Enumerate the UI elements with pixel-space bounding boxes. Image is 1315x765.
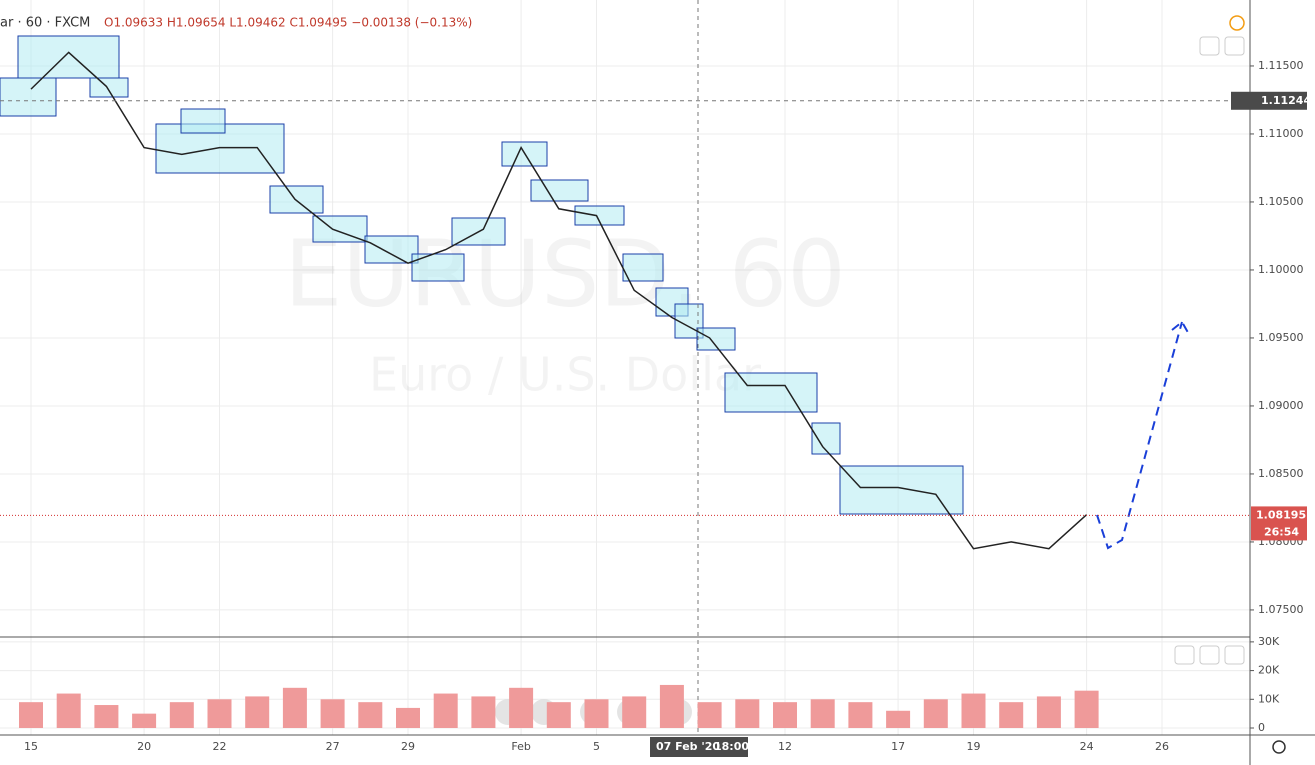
range-box (574, 205, 625, 226)
volume-bar (546, 702, 571, 728)
last-price-tag (1251, 506, 1307, 541)
crosshair-time-label: 18:00 (714, 740, 749, 753)
range-box (269, 185, 324, 214)
x-tick-label: Feb (511, 740, 530, 753)
volume-bar (999, 702, 1024, 728)
volume-bar (132, 713, 157, 728)
range-box (622, 253, 664, 282)
volume-bar (320, 699, 345, 728)
watermark-name: Euro / U.S. Dollar (369, 348, 761, 402)
ohlc-values: O1.09633 H1.09654 L1.09462 C1.09495 −0.0… (104, 16, 472, 30)
volume-bar (659, 684, 684, 728)
range-box (364, 235, 419, 264)
settings-button[interactable] (1272, 740, 1286, 754)
volume-bar (19, 702, 43, 728)
volume-bar (1074, 690, 1099, 728)
y-tick-label: 1.11000 (1258, 127, 1304, 140)
countdown-label: 26:54 (1264, 525, 1299, 538)
x-tick-label: 24 (1080, 740, 1094, 753)
price-line (30, 51, 1088, 550)
range-box (17, 35, 120, 79)
volume-bar (584, 699, 609, 728)
volume-bar (961, 693, 986, 728)
x-tick-label: 15 (24, 740, 38, 753)
y-tick-label: 1.09000 (1258, 399, 1304, 412)
range-box (89, 77, 129, 98)
y-tick-label: 1.10500 (1258, 195, 1304, 208)
x-tick-label: 12 (778, 740, 792, 753)
maximize-pane-button[interactable] (1224, 645, 1245, 665)
y-tick-label: 1.10000 (1258, 263, 1304, 276)
y2-tick-label: 30K (1258, 635, 1280, 648)
range-box (411, 253, 465, 282)
maximize-button[interactable] (1224, 36, 1245, 56)
volume-bar (1036, 696, 1061, 728)
x-tick-label: 26 (1155, 740, 1169, 753)
range-boxes (0, 35, 964, 515)
range-box (0, 77, 57, 117)
crosshair-price-tag (1231, 91, 1307, 110)
move-up-button[interactable] (1174, 645, 1195, 665)
projection-arrow (1096, 320, 1191, 550)
x-tick-label: 17 (891, 740, 905, 753)
volume-bar (697, 702, 722, 728)
crosshair-price-label: 1.11244 (1261, 94, 1311, 107)
y-tick-label: 1.07500 (1258, 603, 1304, 616)
volume-bar (509, 687, 534, 728)
y2-tick-label: 0 (1258, 721, 1265, 734)
volume-bar (245, 696, 270, 728)
volume-bar (923, 699, 948, 728)
x-tick-label: 29 (401, 740, 415, 753)
last-price-label: 1.08195 (1256, 508, 1306, 521)
volume-bar (433, 693, 458, 728)
y-tick-label: 1.11500 (1258, 59, 1304, 72)
volume-bar (886, 710, 911, 728)
volume-bar (735, 699, 760, 728)
range-box (180, 108, 226, 134)
range-box (696, 327, 736, 351)
volume-bar (207, 699, 232, 728)
range-box (530, 179, 589, 202)
volume-bar (94, 705, 119, 728)
x-tick-label: 5 (593, 740, 600, 753)
alert-icon[interactable] (1229, 15, 1245, 31)
x-tick-label: 20 (137, 740, 151, 753)
x-tick-label: 27 (326, 740, 340, 753)
volume-bar (773, 702, 797, 728)
volume-bar (471, 696, 496, 728)
range-box (724, 372, 818, 413)
volume-bar (56, 693, 81, 728)
volume-bar (810, 699, 835, 728)
x-tick-label: 22 (213, 740, 227, 753)
crosshair-date-label: 07 Feb '20 (656, 740, 720, 753)
range-box (501, 141, 548, 167)
scroll-button[interactable] (1199, 36, 1220, 56)
y2-tick-label: 20K (1258, 664, 1280, 677)
close-pane-button[interactable] (1199, 645, 1220, 665)
y2-tick-label: 10K (1258, 692, 1280, 705)
y-tick-label: 1.08500 (1258, 467, 1304, 480)
volume-bar (169, 702, 194, 728)
volume-bar (282, 687, 307, 728)
volume-bar (358, 702, 383, 728)
volume-bar (396, 707, 420, 728)
volume-bar (622, 696, 647, 728)
y-tick-label: 1.09500 (1258, 331, 1304, 344)
range-box (811, 422, 841, 455)
crosshair-date-tag (650, 737, 748, 757)
volume-bar (848, 702, 873, 728)
range-box (839, 465, 964, 515)
symbol-info: ar · 60 · FXCM (0, 16, 90, 31)
x-tick-label: 19 (967, 740, 981, 753)
